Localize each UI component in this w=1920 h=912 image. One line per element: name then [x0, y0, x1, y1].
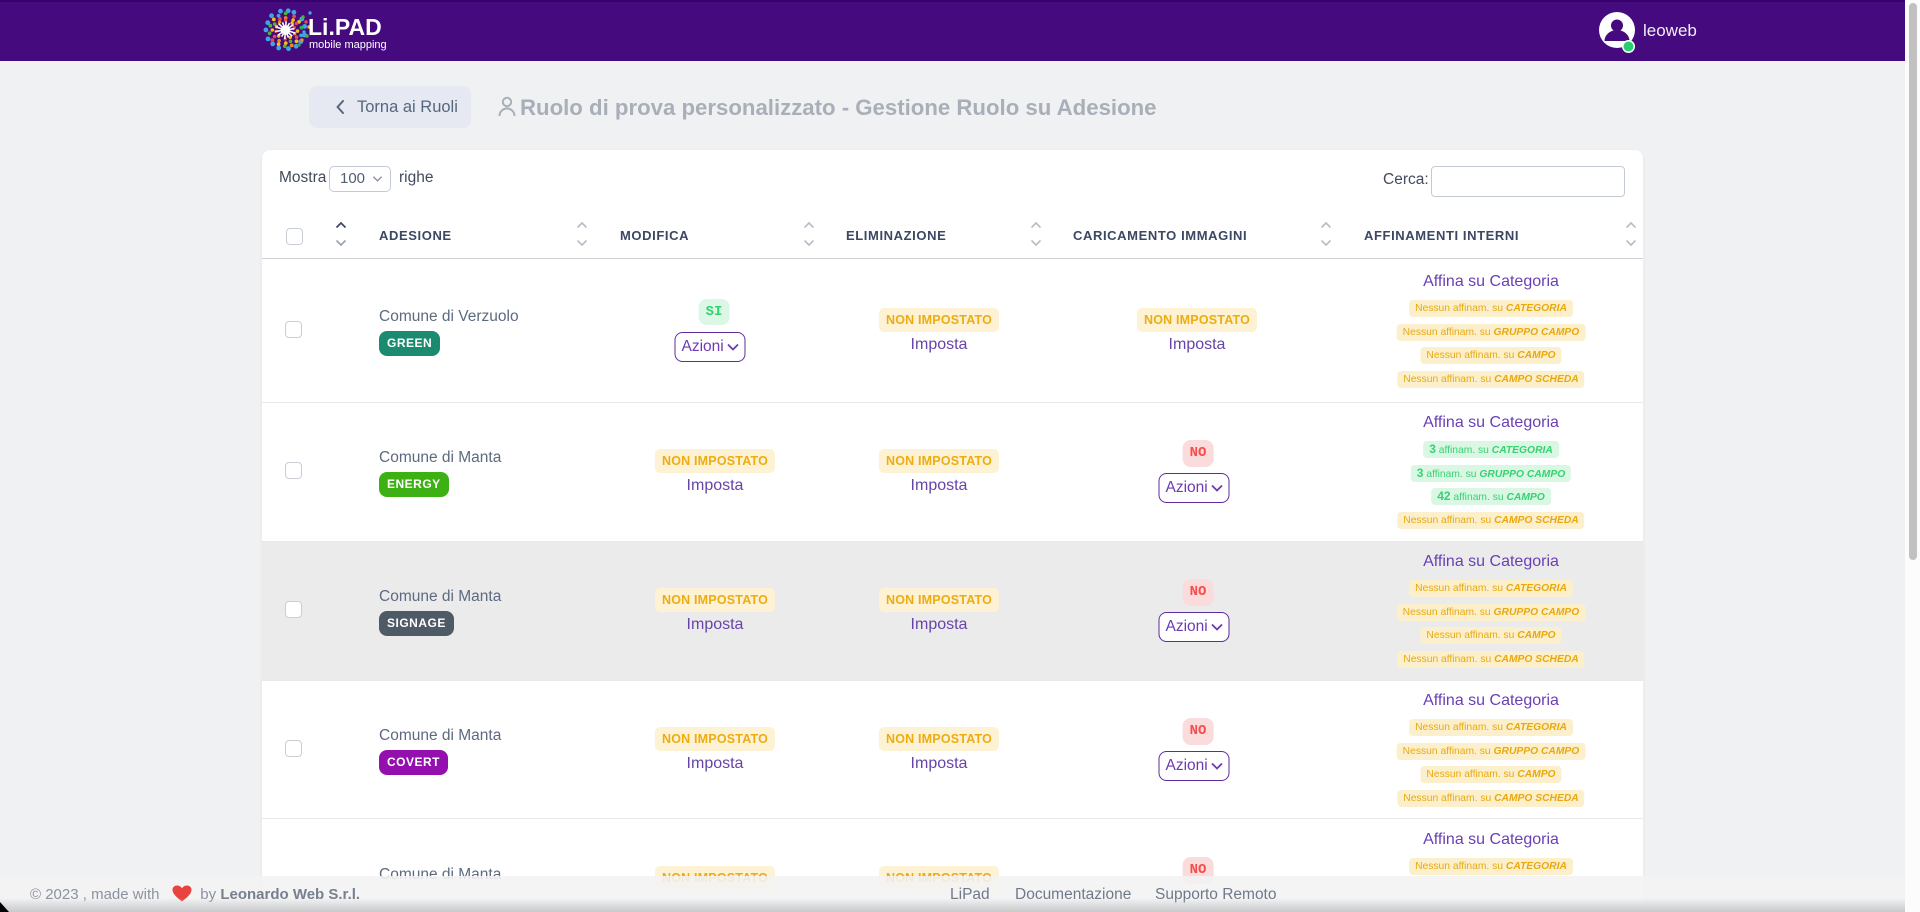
svg-text:Li.PAD: Li.PAD — [308, 14, 382, 40]
svg-text:mobile mapping: mobile mapping — [309, 39, 387, 51]
